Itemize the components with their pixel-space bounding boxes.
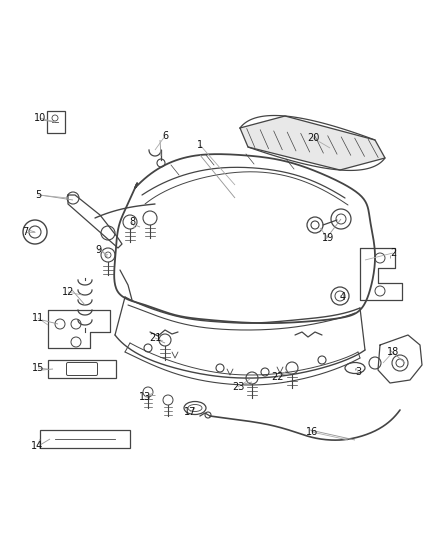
Text: 17: 17: [184, 407, 196, 417]
Text: 14: 14: [31, 441, 43, 451]
Text: 1: 1: [197, 140, 203, 150]
Text: 12: 12: [62, 287, 74, 297]
Text: 7: 7: [22, 227, 28, 237]
Text: 6: 6: [162, 131, 168, 141]
Text: 21: 21: [149, 333, 161, 343]
Text: 5: 5: [35, 190, 41, 200]
Text: 13: 13: [139, 392, 151, 402]
Text: 10: 10: [34, 113, 46, 123]
Text: 23: 23: [232, 382, 244, 392]
Text: 3: 3: [355, 367, 361, 377]
Text: 8: 8: [129, 217, 135, 227]
Text: 22: 22: [272, 372, 284, 382]
Text: 16: 16: [306, 427, 318, 437]
Text: 9: 9: [95, 245, 101, 255]
Text: 19: 19: [322, 233, 334, 243]
Text: 18: 18: [387, 347, 399, 357]
Text: 20: 20: [307, 133, 319, 143]
Text: 4: 4: [340, 292, 346, 302]
Text: 11: 11: [32, 313, 44, 323]
Text: 2: 2: [390, 248, 396, 258]
Text: 15: 15: [32, 363, 44, 373]
Polygon shape: [240, 116, 385, 170]
